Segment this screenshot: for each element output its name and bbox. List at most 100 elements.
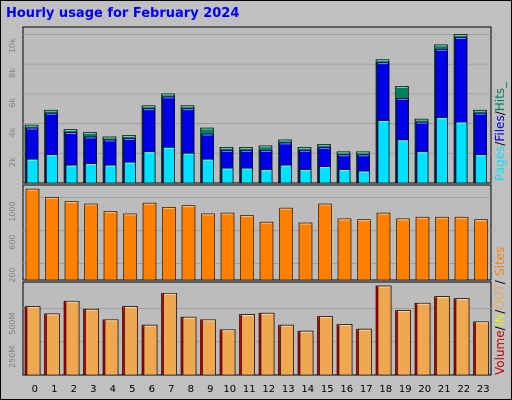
sites-bar bbox=[298, 222, 313, 281]
legend-volume-in-out: Volume/IN/OUT/ bbox=[493, 279, 507, 375]
out-bar bbox=[397, 310, 411, 376]
x-tick-label: 23 bbox=[477, 384, 490, 395]
out-bar bbox=[377, 285, 392, 376]
out-bar bbox=[163, 292, 177, 376]
legend-out: OUT bbox=[493, 284, 507, 310]
y-tick-label: 8k bbox=[8, 68, 17, 78]
sites-bar bbox=[279, 207, 293, 281]
x-tick-label: 5 bbox=[129, 384, 135, 395]
pages-bar bbox=[436, 117, 448, 184]
y-tick-label: 6k bbox=[8, 98, 17, 108]
out-bar bbox=[221, 329, 236, 376]
x-tick-label: 11 bbox=[243, 384, 256, 395]
sites-bar bbox=[201, 213, 215, 281]
sites-bar bbox=[162, 207, 176, 281]
legend-pages: Pages bbox=[493, 146, 507, 181]
legend-sites: Sites bbox=[493, 247, 507, 276]
y-tick-label: 10k bbox=[8, 38, 17, 53]
sites-bar bbox=[396, 218, 410, 281]
x-tick-label: 7 bbox=[168, 384, 174, 395]
legend-sep: / bbox=[493, 309, 507, 314]
pages-bar bbox=[85, 163, 97, 184]
sites-bar bbox=[318, 203, 332, 281]
sites-bar bbox=[181, 205, 196, 281]
legend-hits: Hits bbox=[493, 88, 507, 111]
legend-hits-files-pages: Pages/Files/Hits_ bbox=[493, 81, 507, 181]
x-tick-label: 13 bbox=[282, 384, 295, 395]
sites-bar bbox=[415, 216, 430, 281]
pages-bar bbox=[358, 170, 370, 184]
sites-bar bbox=[123, 213, 137, 281]
pages-bar bbox=[65, 164, 78, 184]
sites-bar bbox=[474, 219, 488, 281]
sites-bar bbox=[357, 219, 371, 281]
hits-files-pages-panel bbox=[22, 26, 492, 184]
legend-sep: / bbox=[493, 110, 507, 115]
sites-bar bbox=[103, 211, 118, 281]
pages-bar bbox=[397, 139, 409, 184]
y-tick-label: 4k bbox=[8, 127, 17, 137]
out-bar bbox=[455, 298, 470, 376]
pages-bar bbox=[26, 158, 39, 184]
x-tick-label: 9 bbox=[207, 384, 213, 395]
pages-bar bbox=[319, 166, 331, 184]
sites-bar bbox=[454, 216, 469, 281]
sites-bar bbox=[25, 188, 40, 281]
legend-files: Files bbox=[493, 115, 507, 141]
sites-bar bbox=[240, 215, 254, 281]
pages-bar bbox=[202, 158, 214, 184]
x-tick-label: 4 bbox=[110, 384, 116, 395]
pages-bar bbox=[299, 169, 312, 184]
out-bar bbox=[104, 319, 119, 376]
out-bar bbox=[143, 324, 158, 376]
x-tick-label: 0 bbox=[32, 384, 38, 395]
x-tick-label: 3 bbox=[90, 384, 96, 395]
x-tick-label: 15 bbox=[321, 384, 334, 395]
out-bar bbox=[416, 302, 431, 376]
sites-bar bbox=[45, 197, 59, 281]
legend-underscore: _ bbox=[493, 81, 507, 89]
out-bar bbox=[299, 330, 314, 376]
x-tick-label: 22 bbox=[457, 384, 470, 395]
x-tick-label: 19 bbox=[399, 384, 412, 395]
legend-sep: / bbox=[493, 141, 507, 146]
x-tick-label: 16 bbox=[340, 384, 353, 395]
out-bar bbox=[46, 313, 60, 376]
sites-bar bbox=[435, 216, 449, 281]
x-tick-label: 8 bbox=[188, 384, 194, 395]
x-tick-label: 2 bbox=[71, 384, 77, 395]
pages-bar bbox=[377, 120, 390, 184]
pages-bar bbox=[46, 154, 58, 184]
pages-bar bbox=[280, 164, 292, 184]
pages-bar bbox=[260, 169, 273, 184]
out-bar bbox=[436, 296, 450, 376]
pages-bar bbox=[475, 154, 487, 184]
sites-bar bbox=[84, 203, 98, 281]
legend-volume: Volume bbox=[493, 330, 507, 375]
out-bar bbox=[338, 324, 353, 376]
x-tick-label: 17 bbox=[360, 384, 373, 395]
volume-panel bbox=[22, 281, 492, 376]
x-tick-label: 1 bbox=[51, 384, 57, 395]
y-tick-label: 500M bbox=[8, 312, 17, 334]
pages-bar bbox=[338, 169, 351, 184]
x-tick-label: 18 bbox=[379, 384, 392, 395]
out-bar bbox=[65, 300, 80, 376]
out-bar bbox=[124, 306, 138, 376]
out-bar bbox=[319, 316, 333, 376]
pages-bar bbox=[104, 164, 117, 184]
x-tick-label: 12 bbox=[262, 384, 275, 395]
pages-bar bbox=[143, 151, 156, 184]
sites-bar bbox=[64, 201, 79, 281]
chart-title: Hourly usage for February 2024 bbox=[6, 6, 240, 21]
pages-bar bbox=[182, 152, 195, 184]
out-bar bbox=[358, 328, 372, 376]
pages-bar bbox=[241, 167, 253, 184]
x-tick-label: 20 bbox=[418, 384, 431, 395]
legend-sep: / bbox=[493, 325, 507, 330]
x-tick-label: 10 bbox=[223, 384, 236, 395]
y-tick-label: 2k bbox=[8, 157, 17, 167]
x-tick-label: 21 bbox=[438, 384, 451, 395]
